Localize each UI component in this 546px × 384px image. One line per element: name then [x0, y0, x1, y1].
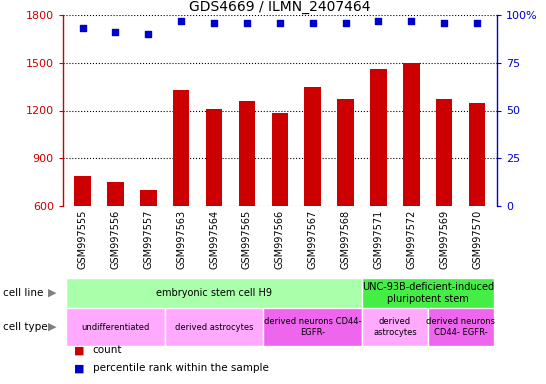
Bar — [337, 99, 354, 301]
Bar — [173, 90, 189, 301]
Bar — [362, 278, 494, 308]
Text: derived
astrocytes: derived astrocytes — [373, 317, 417, 337]
Point — [374, 18, 383, 24]
Point — [210, 20, 218, 26]
Bar — [362, 308, 428, 346]
Text: GSM997570: GSM997570 — [472, 210, 482, 269]
Point — [407, 18, 416, 24]
Bar — [305, 87, 321, 301]
Text: undifferentiated: undifferentiated — [81, 323, 150, 331]
Text: embryonic stem cell H9: embryonic stem cell H9 — [156, 288, 272, 298]
Point — [308, 20, 317, 26]
Bar — [263, 308, 362, 346]
Bar — [271, 113, 288, 301]
Text: cell line: cell line — [3, 288, 43, 298]
Text: cell type: cell type — [3, 322, 48, 332]
Text: percentile rank within the sample: percentile rank within the sample — [93, 363, 269, 373]
Bar — [436, 99, 453, 301]
Bar — [370, 69, 387, 301]
Bar — [428, 308, 494, 346]
Title: GDS4669 / ILMN_2407464: GDS4669 / ILMN_2407464 — [189, 0, 371, 14]
Point — [78, 25, 87, 31]
Point — [276, 20, 284, 26]
Point — [473, 20, 482, 26]
Bar — [74, 176, 91, 301]
Point — [242, 20, 251, 26]
Text: GSM997564: GSM997564 — [209, 210, 219, 269]
Text: derived neurons
CD44- EGFR-: derived neurons CD44- EGFR- — [426, 317, 495, 337]
Bar — [403, 63, 419, 301]
Bar — [107, 182, 123, 301]
Text: GSM997566: GSM997566 — [275, 210, 285, 269]
Text: GSM997569: GSM997569 — [439, 210, 449, 269]
Point — [440, 20, 449, 26]
Text: derived neurons CD44-
EGFR-: derived neurons CD44- EGFR- — [264, 317, 361, 337]
Point — [177, 18, 186, 24]
Text: GSM997555: GSM997555 — [78, 210, 87, 269]
Text: UNC-93B-deficient-induced
pluripotent stem: UNC-93B-deficient-induced pluripotent st… — [362, 282, 494, 304]
Text: GSM997572: GSM997572 — [406, 210, 417, 269]
Bar — [66, 278, 362, 308]
Text: derived astrocytes: derived astrocytes — [175, 323, 253, 331]
Text: ▶: ▶ — [48, 322, 56, 332]
Point — [144, 31, 153, 37]
Text: GSM997556: GSM997556 — [110, 210, 121, 269]
Text: GSM997567: GSM997567 — [308, 210, 318, 269]
Text: GSM997557: GSM997557 — [143, 210, 153, 269]
Text: GSM997568: GSM997568 — [341, 210, 351, 269]
Point — [111, 29, 120, 35]
Bar — [239, 101, 255, 301]
Bar — [469, 103, 485, 301]
Text: ■: ■ — [74, 345, 84, 355]
Text: GSM997565: GSM997565 — [242, 210, 252, 269]
Text: GSM997563: GSM997563 — [176, 210, 186, 269]
Point — [341, 20, 350, 26]
Text: ▶: ▶ — [48, 288, 56, 298]
Text: ■: ■ — [74, 363, 84, 373]
Bar — [165, 308, 263, 346]
Text: count: count — [93, 345, 122, 355]
Bar — [206, 109, 222, 301]
Text: GSM997571: GSM997571 — [373, 210, 383, 269]
Bar — [140, 190, 157, 301]
Bar — [66, 308, 165, 346]
